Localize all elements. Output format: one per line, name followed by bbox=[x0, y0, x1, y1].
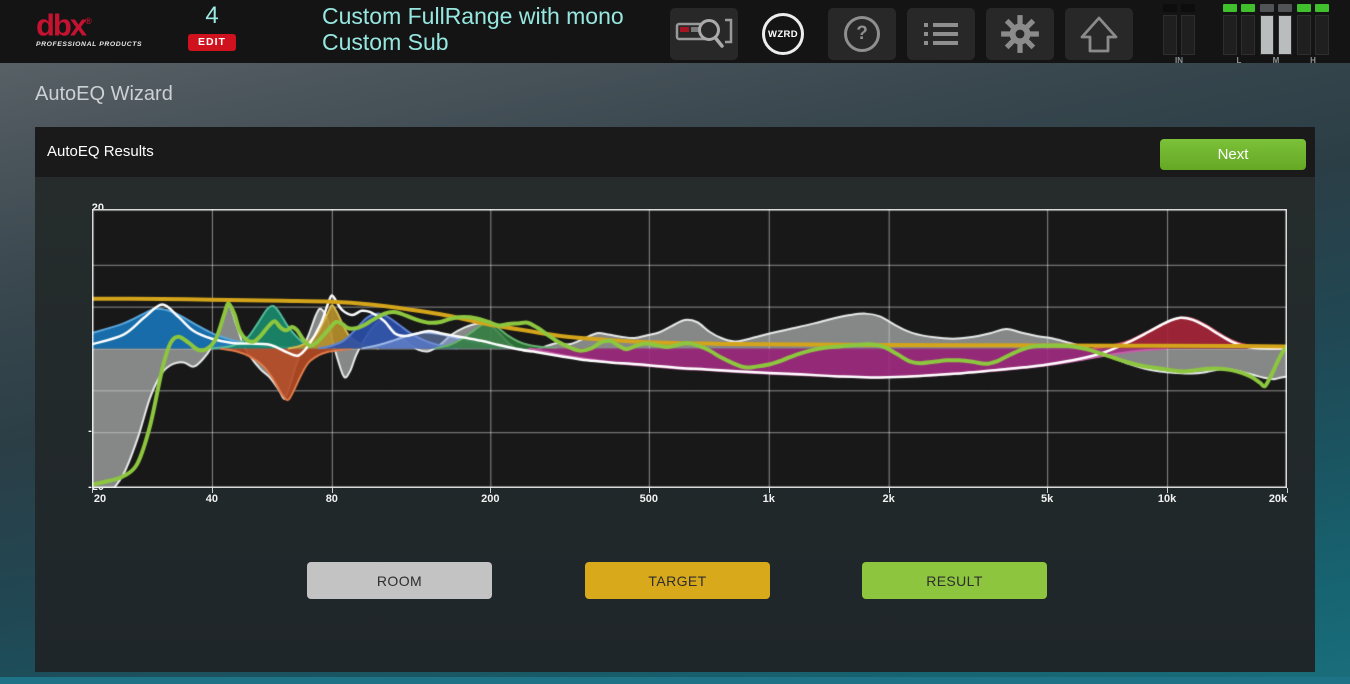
x-tick-label: 20 bbox=[93, 493, 107, 505]
x-tick-mark bbox=[490, 488, 492, 493]
preset-block: 4 EDIT bbox=[186, 2, 238, 51]
x-tick-label: 1k bbox=[762, 493, 775, 505]
meter-label: H bbox=[1310, 56, 1316, 65]
eq-plot-area bbox=[92, 209, 1287, 488]
home-button[interactable] bbox=[1065, 8, 1133, 60]
meter-bar bbox=[1163, 4, 1177, 55]
meter-group-in: IN bbox=[1163, 4, 1195, 65]
page-title: AutoEQ Wizard bbox=[35, 83, 173, 105]
meter-bar bbox=[1223, 4, 1237, 55]
meter-led bbox=[1223, 4, 1237, 12]
meter-bar bbox=[1297, 4, 1311, 55]
menu-list-button[interactable] bbox=[907, 8, 975, 60]
dbx-logo-subtitle: PROFESSIONAL PRODUCTS bbox=[36, 41, 143, 49]
wizard-button[interactable]: WZRD bbox=[749, 8, 817, 60]
room-legend-button[interactable]: ROOM bbox=[307, 562, 492, 599]
meter-label: IN bbox=[1175, 56, 1183, 65]
x-tick-mark bbox=[768, 488, 770, 493]
preset-title-line1: Custom FullRange with mono bbox=[322, 3, 624, 29]
preset-title-line2: Custom Sub bbox=[322, 29, 449, 55]
meter-led bbox=[1260, 4, 1274, 12]
x-tick-label: 5k bbox=[1041, 493, 1054, 505]
settings-gear-icon bbox=[1001, 15, 1039, 53]
meter-led bbox=[1163, 4, 1177, 12]
legend-row: ROOM TARGET RESULT bbox=[35, 562, 1315, 599]
x-tick-mark bbox=[331, 488, 333, 493]
meter-led bbox=[1181, 4, 1195, 12]
x-tick-mark bbox=[92, 488, 93, 493]
dbx-logo: dbx® PROFESSIONAL PRODUCTS bbox=[36, 6, 216, 48]
x-tick-mark bbox=[1167, 488, 1169, 493]
target-legend-button[interactable]: TARGET bbox=[585, 562, 770, 599]
x-tick-mark bbox=[1287, 488, 1288, 493]
settings-button[interactable] bbox=[986, 8, 1054, 60]
meter-label: L bbox=[1236, 56, 1242, 65]
top-bar: dbx® PROFESSIONAL PRODUCTS 4 EDIT Custom… bbox=[0, 0, 1350, 65]
x-tick-label: 80 bbox=[325, 493, 338, 505]
output-meters: IN L M H bbox=[1163, 4, 1329, 65]
dbx-logo-text: dbx® bbox=[36, 7, 92, 43]
meter-label: M bbox=[1272, 56, 1280, 65]
x-tick-label: 500 bbox=[639, 493, 659, 505]
meter-bar bbox=[1241, 4, 1255, 55]
next-button[interactable]: Next bbox=[1160, 139, 1306, 170]
meter-led bbox=[1315, 4, 1329, 12]
preset-number: 4 bbox=[205, 2, 219, 29]
home-icon bbox=[1080, 16, 1118, 53]
x-tick-mark bbox=[1047, 488, 1049, 493]
meter-bar bbox=[1181, 4, 1195, 55]
meter-group-l: L bbox=[1223, 4, 1255, 65]
meter-led bbox=[1297, 4, 1311, 12]
meter-bar bbox=[1278, 4, 1292, 55]
x-tick-label: 40 bbox=[205, 493, 219, 505]
meter-group-m: M bbox=[1260, 4, 1292, 65]
device-search-icon bbox=[675, 18, 733, 48]
menu-list-icon bbox=[924, 23, 958, 45]
meter-led bbox=[1278, 4, 1292, 12]
x-tick-label: 2k bbox=[882, 493, 895, 505]
eq-chart-canvas bbox=[92, 209, 1287, 488]
x-tick-label: 20k bbox=[1268, 493, 1288, 505]
meter-bar bbox=[1315, 4, 1329, 55]
toolbar-icons: WZRD ? bbox=[670, 8, 1133, 60]
panel-title: AutoEQ Results bbox=[47, 143, 154, 160]
x-tick-mark bbox=[211, 488, 213, 493]
meter-group-h: H bbox=[1297, 4, 1329, 65]
help-button[interactable]: ? bbox=[828, 8, 896, 60]
help-icon: ? bbox=[844, 16, 880, 52]
x-tick-label: 200 bbox=[481, 493, 500, 505]
edit-badge[interactable]: EDIT bbox=[188, 34, 236, 51]
x-tick-label: 10k bbox=[1157, 493, 1177, 505]
result-legend-button[interactable]: RESULT bbox=[862, 562, 1047, 599]
autoeq-results-panel: AutoEQ Results Next 201260-6-12-20 20408… bbox=[35, 127, 1315, 672]
meter-bar bbox=[1260, 4, 1274, 55]
wizard-icon: WZRD bbox=[762, 13, 804, 55]
preset-title: Custom FullRange with mono Custom Sub bbox=[322, 3, 624, 55]
panel-header: AutoEQ Results Next bbox=[35, 127, 1315, 177]
device-search-button[interactable] bbox=[670, 8, 738, 60]
meter-led bbox=[1241, 4, 1255, 12]
x-tick-mark bbox=[888, 488, 890, 493]
bottom-strip bbox=[0, 677, 1350, 684]
x-tick-mark bbox=[648, 488, 650, 493]
